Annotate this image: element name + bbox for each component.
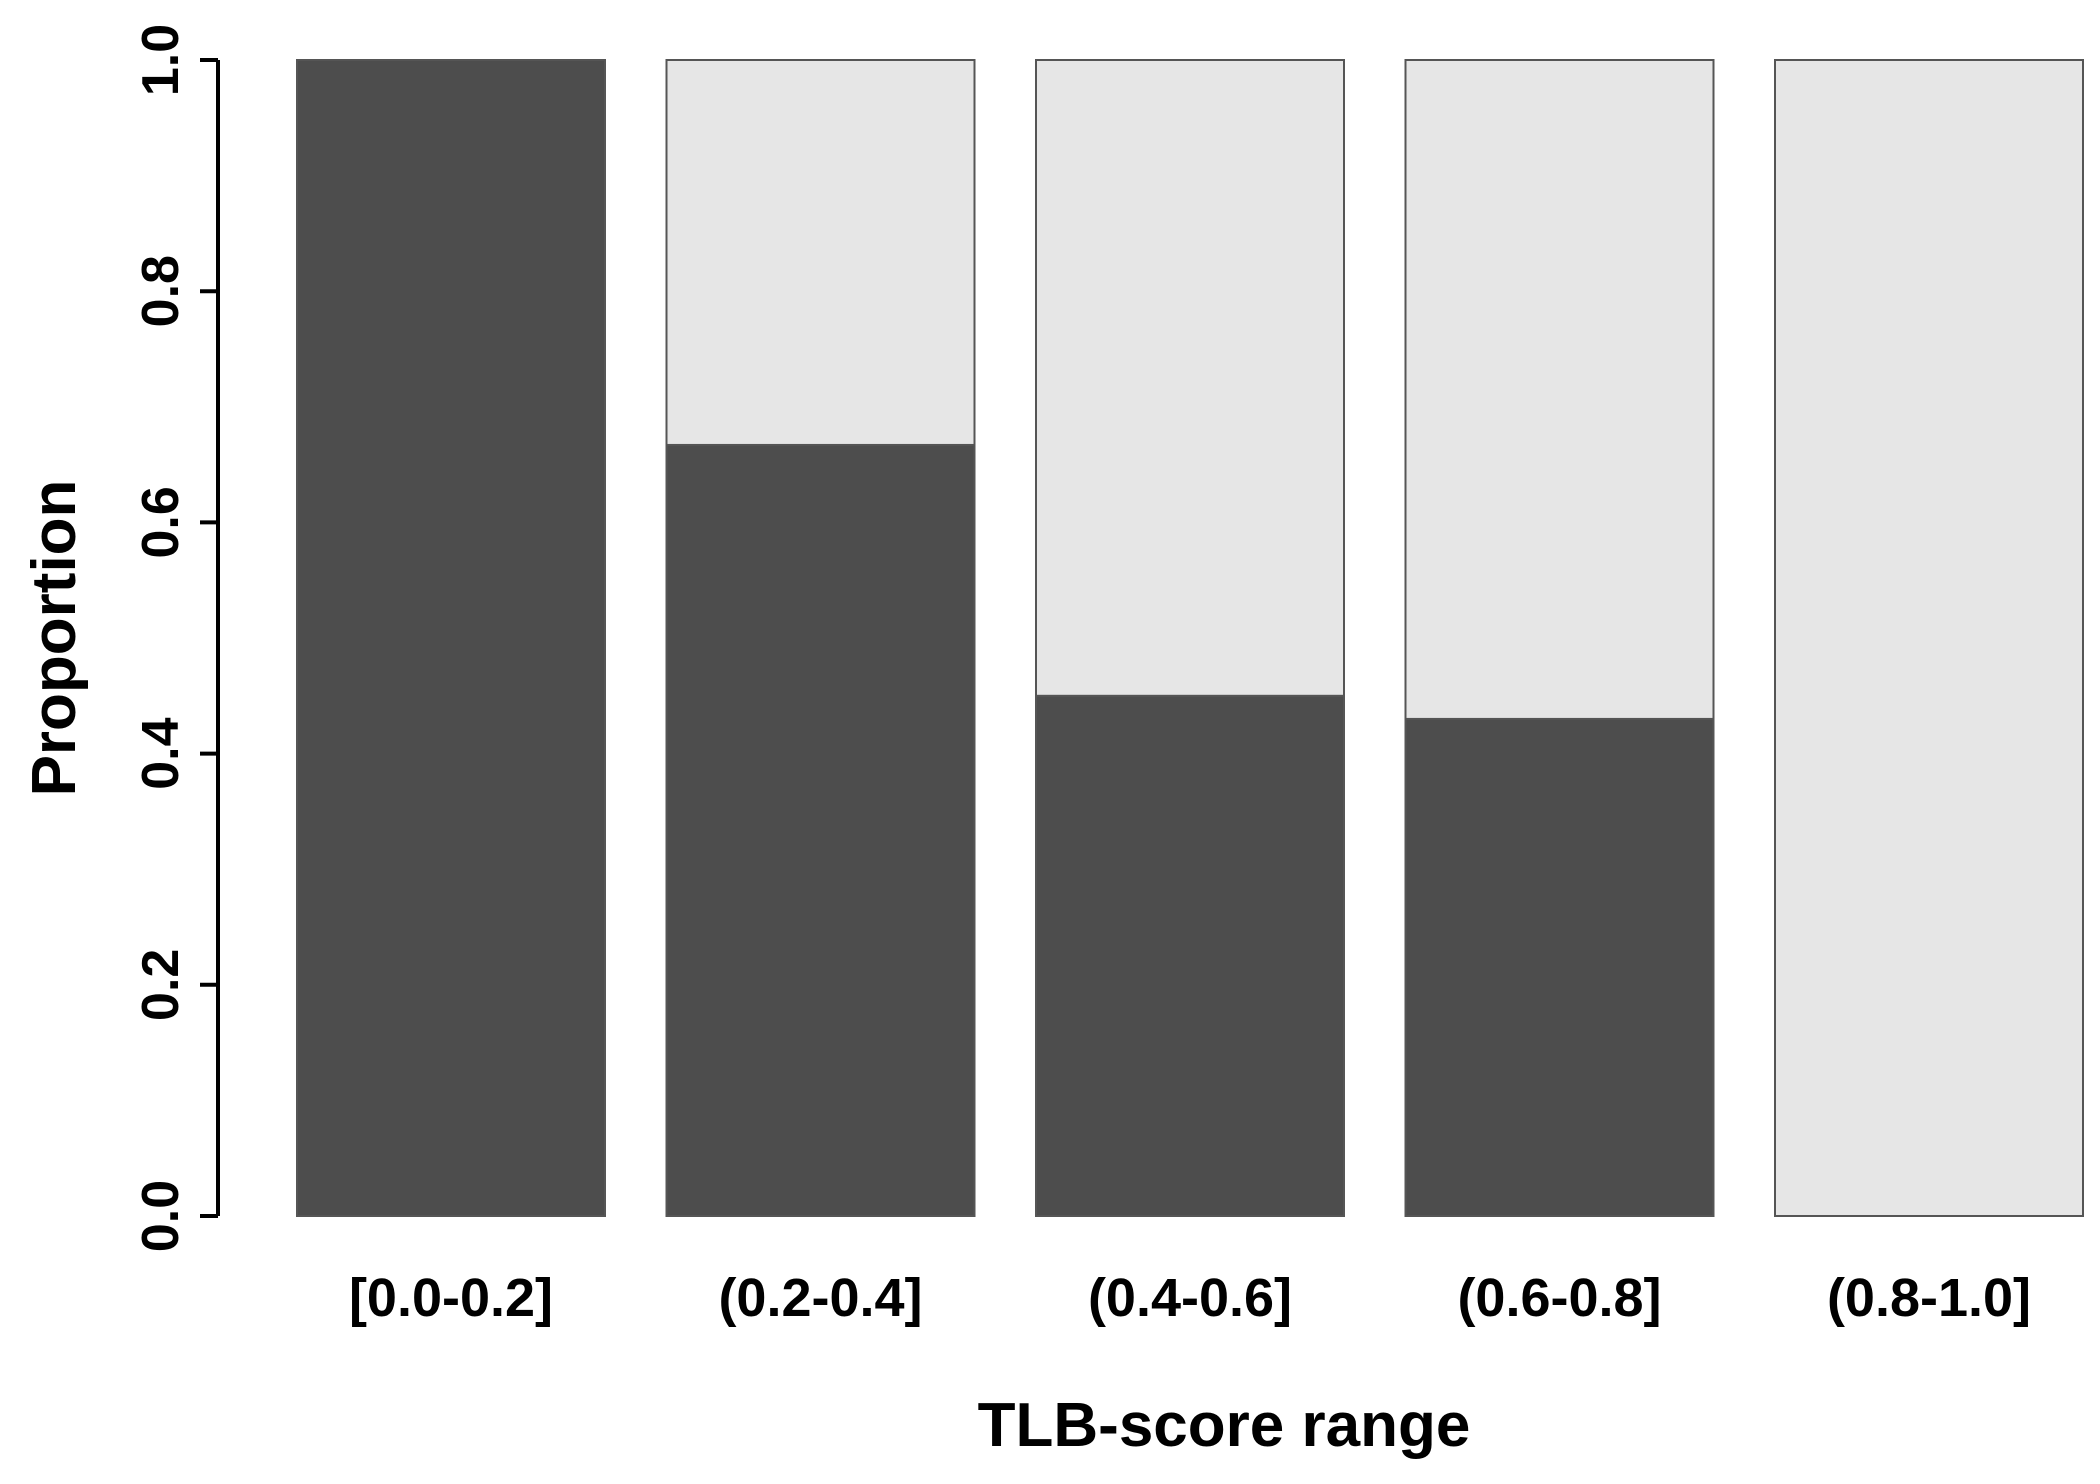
y-tick-label: 0.0 bbox=[132, 1180, 190, 1252]
x-axis-title: TLB-score range bbox=[978, 1391, 1471, 1460]
bar-segment-light-4 bbox=[1774, 59, 2084, 1217]
bar-segment-light-1 bbox=[665, 59, 976, 446]
bar-segment-dark-2 bbox=[1035, 694, 1345, 1217]
x-tick-label: (0.6-0.8] bbox=[1457, 1268, 1661, 1328]
x-tick-label: (0.4-0.6] bbox=[1088, 1268, 1292, 1328]
y-tick-label: 0.4 bbox=[132, 717, 190, 789]
x-tick-label: (0.8-1.0] bbox=[1827, 1268, 2031, 1328]
y-tick-label: 0.8 bbox=[132, 255, 190, 327]
y-axis-title: Proportion bbox=[20, 480, 89, 797]
y-tick-label: 1.0 bbox=[132, 24, 190, 96]
bar-segment-light-2 bbox=[1035, 59, 1345, 697]
x-tick-label: (0.2-0.4] bbox=[718, 1268, 922, 1328]
y-axis: 0.0 0.2 0.4 0.6 0.8 1.0 bbox=[132, 24, 220, 1252]
bar-segment-dark-3 bbox=[1404, 717, 1715, 1217]
bar-segment-light-3 bbox=[1404, 59, 1715, 720]
y-tick-label: 0.6 bbox=[132, 486, 190, 558]
bar-segment-dark-1 bbox=[665, 443, 976, 1217]
y-tick-label: 0.2 bbox=[132, 949, 190, 1021]
bar-segment-dark-0 bbox=[296, 59, 606, 1217]
x-tick-label: [0.0-0.2] bbox=[349, 1268, 553, 1328]
bars-group bbox=[296, 59, 2084, 1217]
x-axis-category-labels: [0.0-0.2] (0.2-0.4] (0.4-0.6] (0.6-0.8] (0.8… bbox=[349, 1268, 2031, 1328]
